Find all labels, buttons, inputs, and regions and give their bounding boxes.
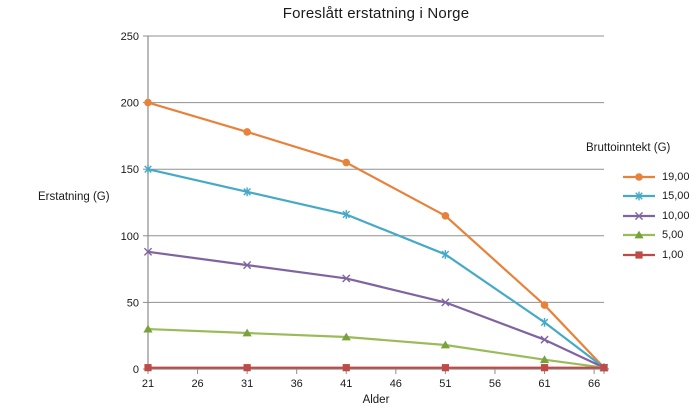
x-tick-label: 66	[588, 378, 600, 390]
y-tick-label: 150	[121, 164, 139, 176]
legend-item-label: 19,00	[662, 170, 690, 183]
legend-item-label: 5,00	[662, 229, 684, 242]
data-point-marker	[540, 364, 549, 372]
data-point-marker	[540, 301, 549, 309]
x-tick-label: 61	[538, 378, 550, 390]
legend-marker-circle-icon	[623, 172, 655, 181]
x-axis: 21 26 31 36 41 46 51 56 61 66	[142, 368, 609, 390]
legend-item: 10,00	[586, 206, 700, 226]
data-point-marker	[243, 364, 251, 372]
x-axis-title: Alder	[362, 394, 390, 406]
data-point-marker	[440, 340, 450, 349]
x-tick-label: 26	[191, 378, 203, 390]
data-point-marker	[341, 332, 351, 341]
y-tick-label: 250	[121, 31, 139, 43]
data-point-marker	[342, 364, 350, 372]
data-point-marker	[243, 261, 252, 270]
chart-title: Foreslått erstatning i Norge	[282, 5, 470, 22]
data-point-marker	[342, 158, 351, 167]
data-point-marker	[600, 364, 608, 372]
data-point-marker	[441, 250, 450, 259]
data-point-marker	[441, 212, 450, 220]
legend-item: 19,00	[586, 167, 700, 187]
legend-item-label: 10,00	[662, 209, 690, 222]
y-tick-label: 0	[133, 364, 139, 376]
x-tick-label: 56	[489, 378, 501, 390]
legend: Bruttoinntekt (G) 19,00 15,00 10,00 5,00 1,0…	[586, 142, 700, 265]
data-point-marker	[540, 317, 549, 327]
series-line	[147, 168, 605, 369]
legend-item: 5,00	[586, 226, 700, 246]
legend-item: 1,00	[586, 245, 700, 265]
series-5-00	[143, 324, 609, 372]
series-1-00	[144, 364, 608, 372]
x-tick-label: 31	[241, 378, 253, 390]
data-point-marker	[144, 98, 152, 107]
legend-marker-asterisk-icon	[623, 191, 655, 201]
series-line	[147, 250, 605, 369]
data-point-marker	[243, 128, 251, 136]
legend-items: 19,00 15,00 10,00 5,00 1,00	[586, 167, 700, 265]
legend-title: Bruttoinntekt (G)	[586, 142, 671, 154]
series-19-00	[144, 98, 608, 372]
data-point-marker	[342, 210, 351, 219]
series-10-00	[143, 247, 609, 372]
data-point-marker	[242, 328, 252, 337]
data-point-marker	[540, 335, 549, 344]
series-15-00	[144, 164, 608, 373]
legend-item: 15,00	[586, 187, 700, 207]
data-point-marker	[441, 364, 449, 372]
series-line	[147, 101, 605, 369]
legend-item-label: 1,00	[662, 248, 684, 261]
legend-marker-x-icon	[623, 211, 655, 220]
y-tick-label: 50	[127, 297, 139, 309]
gridlines	[148, 35, 604, 303]
data-point-marker	[143, 324, 153, 333]
data-point-marker	[243, 187, 251, 197]
y-axis: 0 50 100 150 200 250	[121, 31, 149, 376]
y-tick-label: 200	[121, 98, 139, 110]
data-point-marker	[342, 274, 351, 283]
x-tick-label: 46	[390, 378, 402, 390]
legend-item-label: 15,00	[662, 190, 690, 203]
data-point-marker	[539, 355, 550, 364]
series-line	[147, 327, 605, 369]
data-point-marker	[144, 364, 152, 372]
data-point-marker	[143, 247, 153, 256]
x-tick-label: 36	[291, 378, 303, 390]
y-axis-title: Erstatning (G)	[38, 191, 110, 203]
x-tick-label: 51	[439, 378, 451, 390]
x-tick-label: 21	[142, 378, 154, 390]
data-point-marker	[441, 298, 450, 307]
x-tick-label: 41	[340, 378, 352, 390]
legend-marker-triangle-icon	[623, 230, 655, 239]
legend-marker-square-icon	[623, 251, 655, 259]
data-point-marker	[144, 164, 152, 174]
y-tick-label: 100	[121, 231, 139, 243]
